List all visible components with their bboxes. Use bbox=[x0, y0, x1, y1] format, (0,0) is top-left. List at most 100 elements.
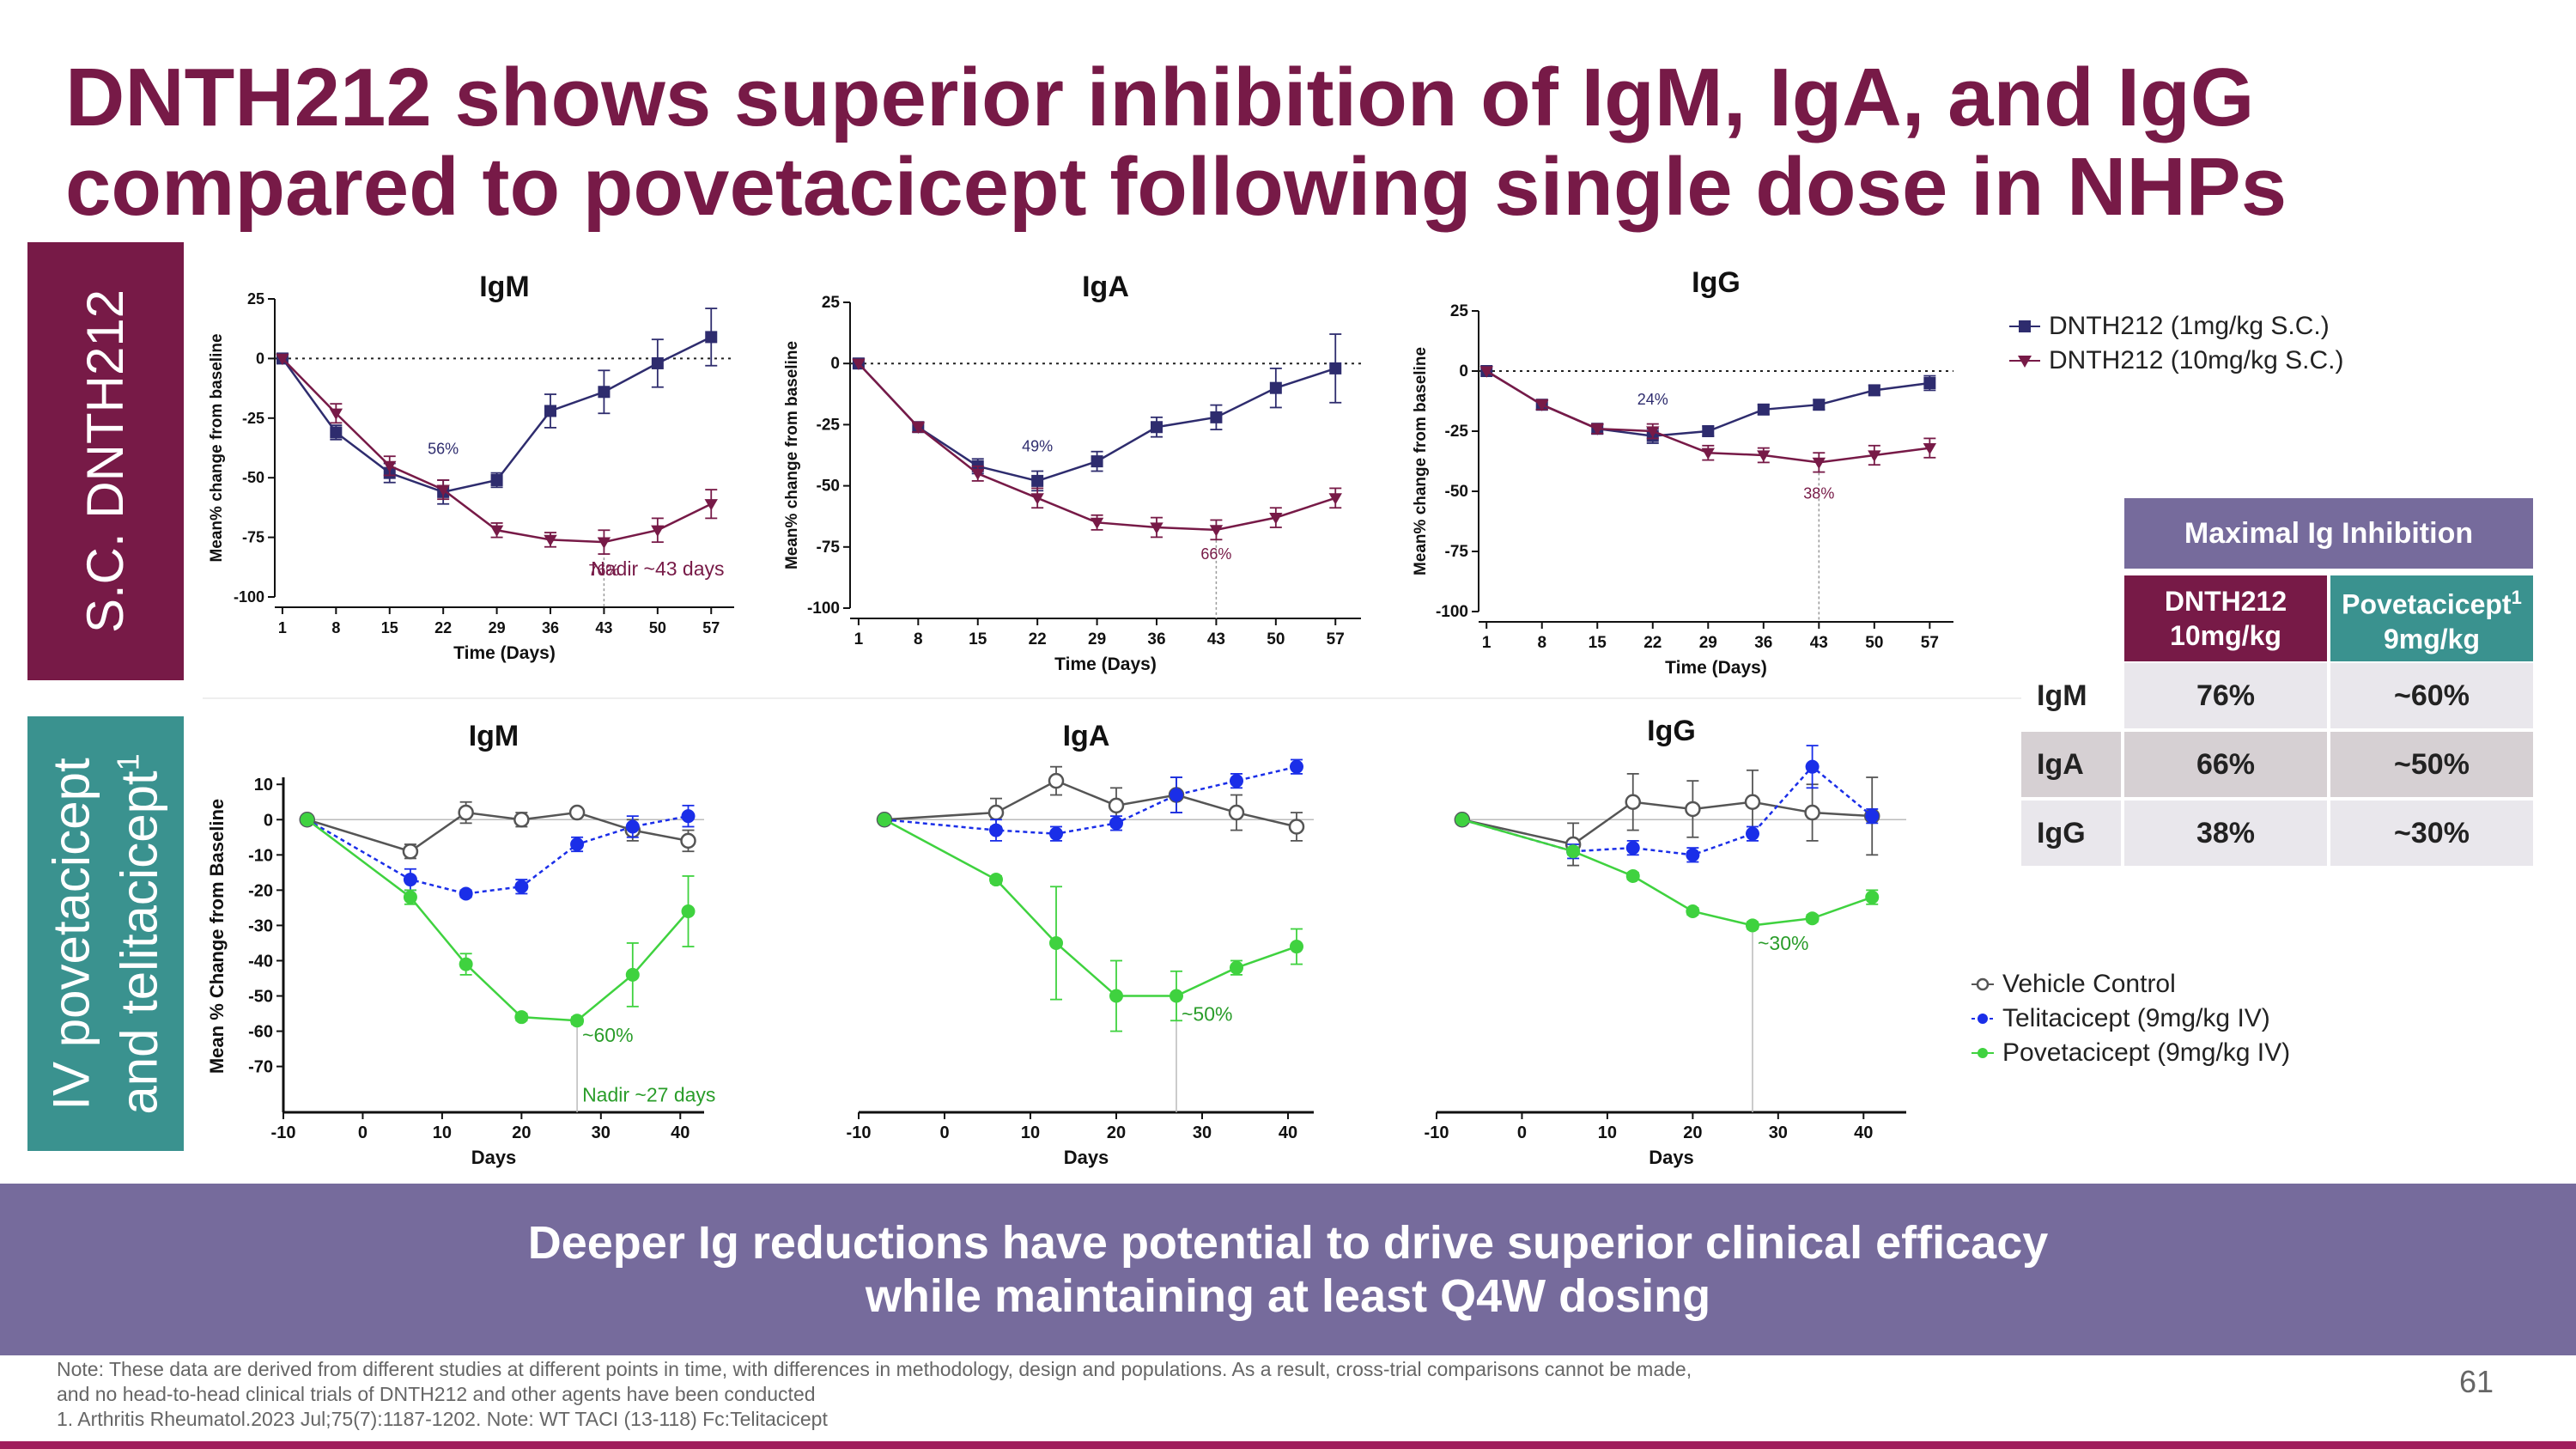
chart-title: IgM bbox=[469, 720, 519, 752]
y-tick-label: -50 bbox=[242, 469, 264, 486]
data-point bbox=[597, 537, 611, 549]
col-povetacicept-line1: Povetacicept bbox=[2342, 588, 2512, 620]
square-marker-icon bbox=[2009, 320, 2040, 332]
x-tick-label: 20 bbox=[1683, 1123, 1702, 1142]
x-tick-label: 1 bbox=[1482, 634, 1492, 652]
data-point bbox=[681, 809, 696, 824]
x-tick-label: 15 bbox=[381, 619, 398, 636]
row-label: IgA bbox=[2021, 732, 2121, 797]
data-point bbox=[1865, 890, 1880, 904]
x-tick-label: 0 bbox=[358, 1123, 368, 1142]
x-tick-label: 10 bbox=[1598, 1123, 1617, 1142]
x-tick-label: 57 bbox=[1921, 634, 1939, 652]
sc-dnth212-side-label: S.C. DNTH212 bbox=[27, 242, 184, 680]
slide-title: DNTH212 shows superior inhibition of IgM… bbox=[65, 53, 2521, 232]
note-line-3: 1. Arthritis Rheumatol.2023 Jul;75(7):11… bbox=[57, 1408, 828, 1430]
data-point bbox=[329, 408, 343, 420]
data-point bbox=[1745, 826, 1759, 841]
series-line bbox=[282, 357, 712, 544]
y-tick-label: -50 bbox=[248, 988, 273, 1007]
triangle-down-marker-icon bbox=[2009, 356, 2040, 368]
y-tick-label: -70 bbox=[248, 1058, 273, 1077]
y-tick-label: -100 bbox=[234, 588, 264, 606]
chart-title: IgM bbox=[479, 271, 530, 303]
data-point bbox=[1868, 450, 1881, 462]
y-axis-label: Mean % Change from Baseline bbox=[206, 799, 228, 1074]
data-point bbox=[651, 525, 665, 537]
x-tick-label: 22 bbox=[434, 619, 452, 636]
cell-pove: ~60% bbox=[2330, 663, 2533, 728]
x-tick-label: 29 bbox=[489, 619, 506, 636]
data-point bbox=[570, 1014, 585, 1028]
legend-item-telitacicept: Telitacicept (9mg/kg IV) bbox=[1971, 1002, 2290, 1036]
legend-item-vehicle-control: Vehicle Control bbox=[1971, 967, 2290, 1002]
x-tick-label: -10 bbox=[271, 1123, 296, 1142]
data-point bbox=[989, 873, 1003, 887]
chart-title: IgA bbox=[1082, 271, 1129, 303]
data-point bbox=[403, 890, 417, 904]
data-point bbox=[1109, 816, 1123, 831]
y-tick-label: -10 bbox=[248, 846, 273, 865]
data-point bbox=[459, 886, 473, 901]
data-point bbox=[1090, 517, 1104, 530]
data-point bbox=[489, 525, 504, 537]
x-tick-label: 36 bbox=[1754, 634, 1772, 652]
y-tick-label: -50 bbox=[1445, 483, 1468, 501]
x-tick-label: 10 bbox=[433, 1123, 452, 1142]
x-tick-label: 20 bbox=[1107, 1123, 1126, 1142]
x-tick-label: 30 bbox=[592, 1123, 611, 1142]
y-tick-label: -100 bbox=[807, 600, 840, 618]
series-dnth212-1mg-kg-s-c- bbox=[1480, 365, 1936, 444]
data-point bbox=[1228, 804, 1245, 821]
footnote: Note: These data are derived from differ… bbox=[57, 1357, 1946, 1432]
data-point bbox=[1646, 426, 1660, 438]
data-point bbox=[1745, 918, 1759, 933]
x-axis-label: Time (Days) bbox=[1054, 654, 1157, 674]
data-point bbox=[1685, 801, 1701, 818]
data-point bbox=[514, 880, 529, 894]
x-tick-label: 43 bbox=[1207, 630, 1225, 648]
y-tick-label: 0 bbox=[264, 811, 273, 830]
chart-annotation: ~60% bbox=[582, 1024, 633, 1046]
x-tick-label: 22 bbox=[1029, 630, 1047, 648]
chart-title: IgG bbox=[1692, 266, 1741, 299]
data-point bbox=[544, 534, 557, 547]
data-point bbox=[1151, 421, 1163, 434]
data-point bbox=[383, 460, 397, 473]
data-point bbox=[1805, 911, 1820, 926]
x-axis-label: Days bbox=[471, 1147, 517, 1168]
data-point bbox=[704, 499, 718, 511]
chart-title: IgA bbox=[1063, 720, 1110, 752]
data-point bbox=[1744, 794, 1761, 810]
data-point bbox=[1868, 384, 1880, 397]
data-point bbox=[403, 873, 417, 887]
y-tick-label: -20 bbox=[248, 881, 273, 900]
data-point bbox=[598, 386, 611, 399]
series-povetacicept-9mg-kg-iv- bbox=[300, 813, 696, 1028]
x-tick-label: 30 bbox=[1193, 1123, 1212, 1142]
series-povetacicept-9mg-kg-iv- bbox=[878, 813, 1303, 1032]
col-dnth212-line1: DNTH212 bbox=[2164, 586, 2287, 617]
data-point bbox=[1701, 447, 1715, 460]
note-line-1: Note: These data are derived from differ… bbox=[57, 1358, 1692, 1380]
data-point bbox=[911, 422, 926, 434]
y-axis-label: Mean% change from baseline bbox=[208, 333, 226, 562]
data-point bbox=[1923, 443, 1937, 455]
y-tick-label: -75 bbox=[817, 539, 841, 557]
chart-annotation: Nadir ~27 days bbox=[582, 1084, 715, 1106]
y-tick-label: -25 bbox=[242, 410, 264, 427]
chart-sc-igm: IgM 25 0 -25 -50 -75 -100 1 8 15 22 29 36 43 50 57 Time … bbox=[208, 271, 734, 663]
y-axis-label: Mean% change from baseline bbox=[1412, 347, 1430, 575]
data-point bbox=[1170, 989, 1183, 1003]
series-dnth212-10mg-kg-s-c- bbox=[852, 358, 1342, 541]
data-point bbox=[1170, 788, 1183, 802]
data-point bbox=[681, 904, 696, 918]
data-point bbox=[852, 358, 866, 370]
col-povetacicept-footnote: 1 bbox=[2511, 587, 2522, 609]
cell-dnth: 76% bbox=[2124, 663, 2327, 728]
chart-iv-igm: IgM 10 0 -10 -20 -30 -40 -50 -60 -70 Mean % Change… bbox=[206, 720, 715, 1168]
chart-annotation: 56% bbox=[428, 440, 459, 457]
series-telitacicept-9mg-kg-iv- bbox=[878, 758, 1303, 842]
data-point bbox=[1625, 794, 1641, 810]
